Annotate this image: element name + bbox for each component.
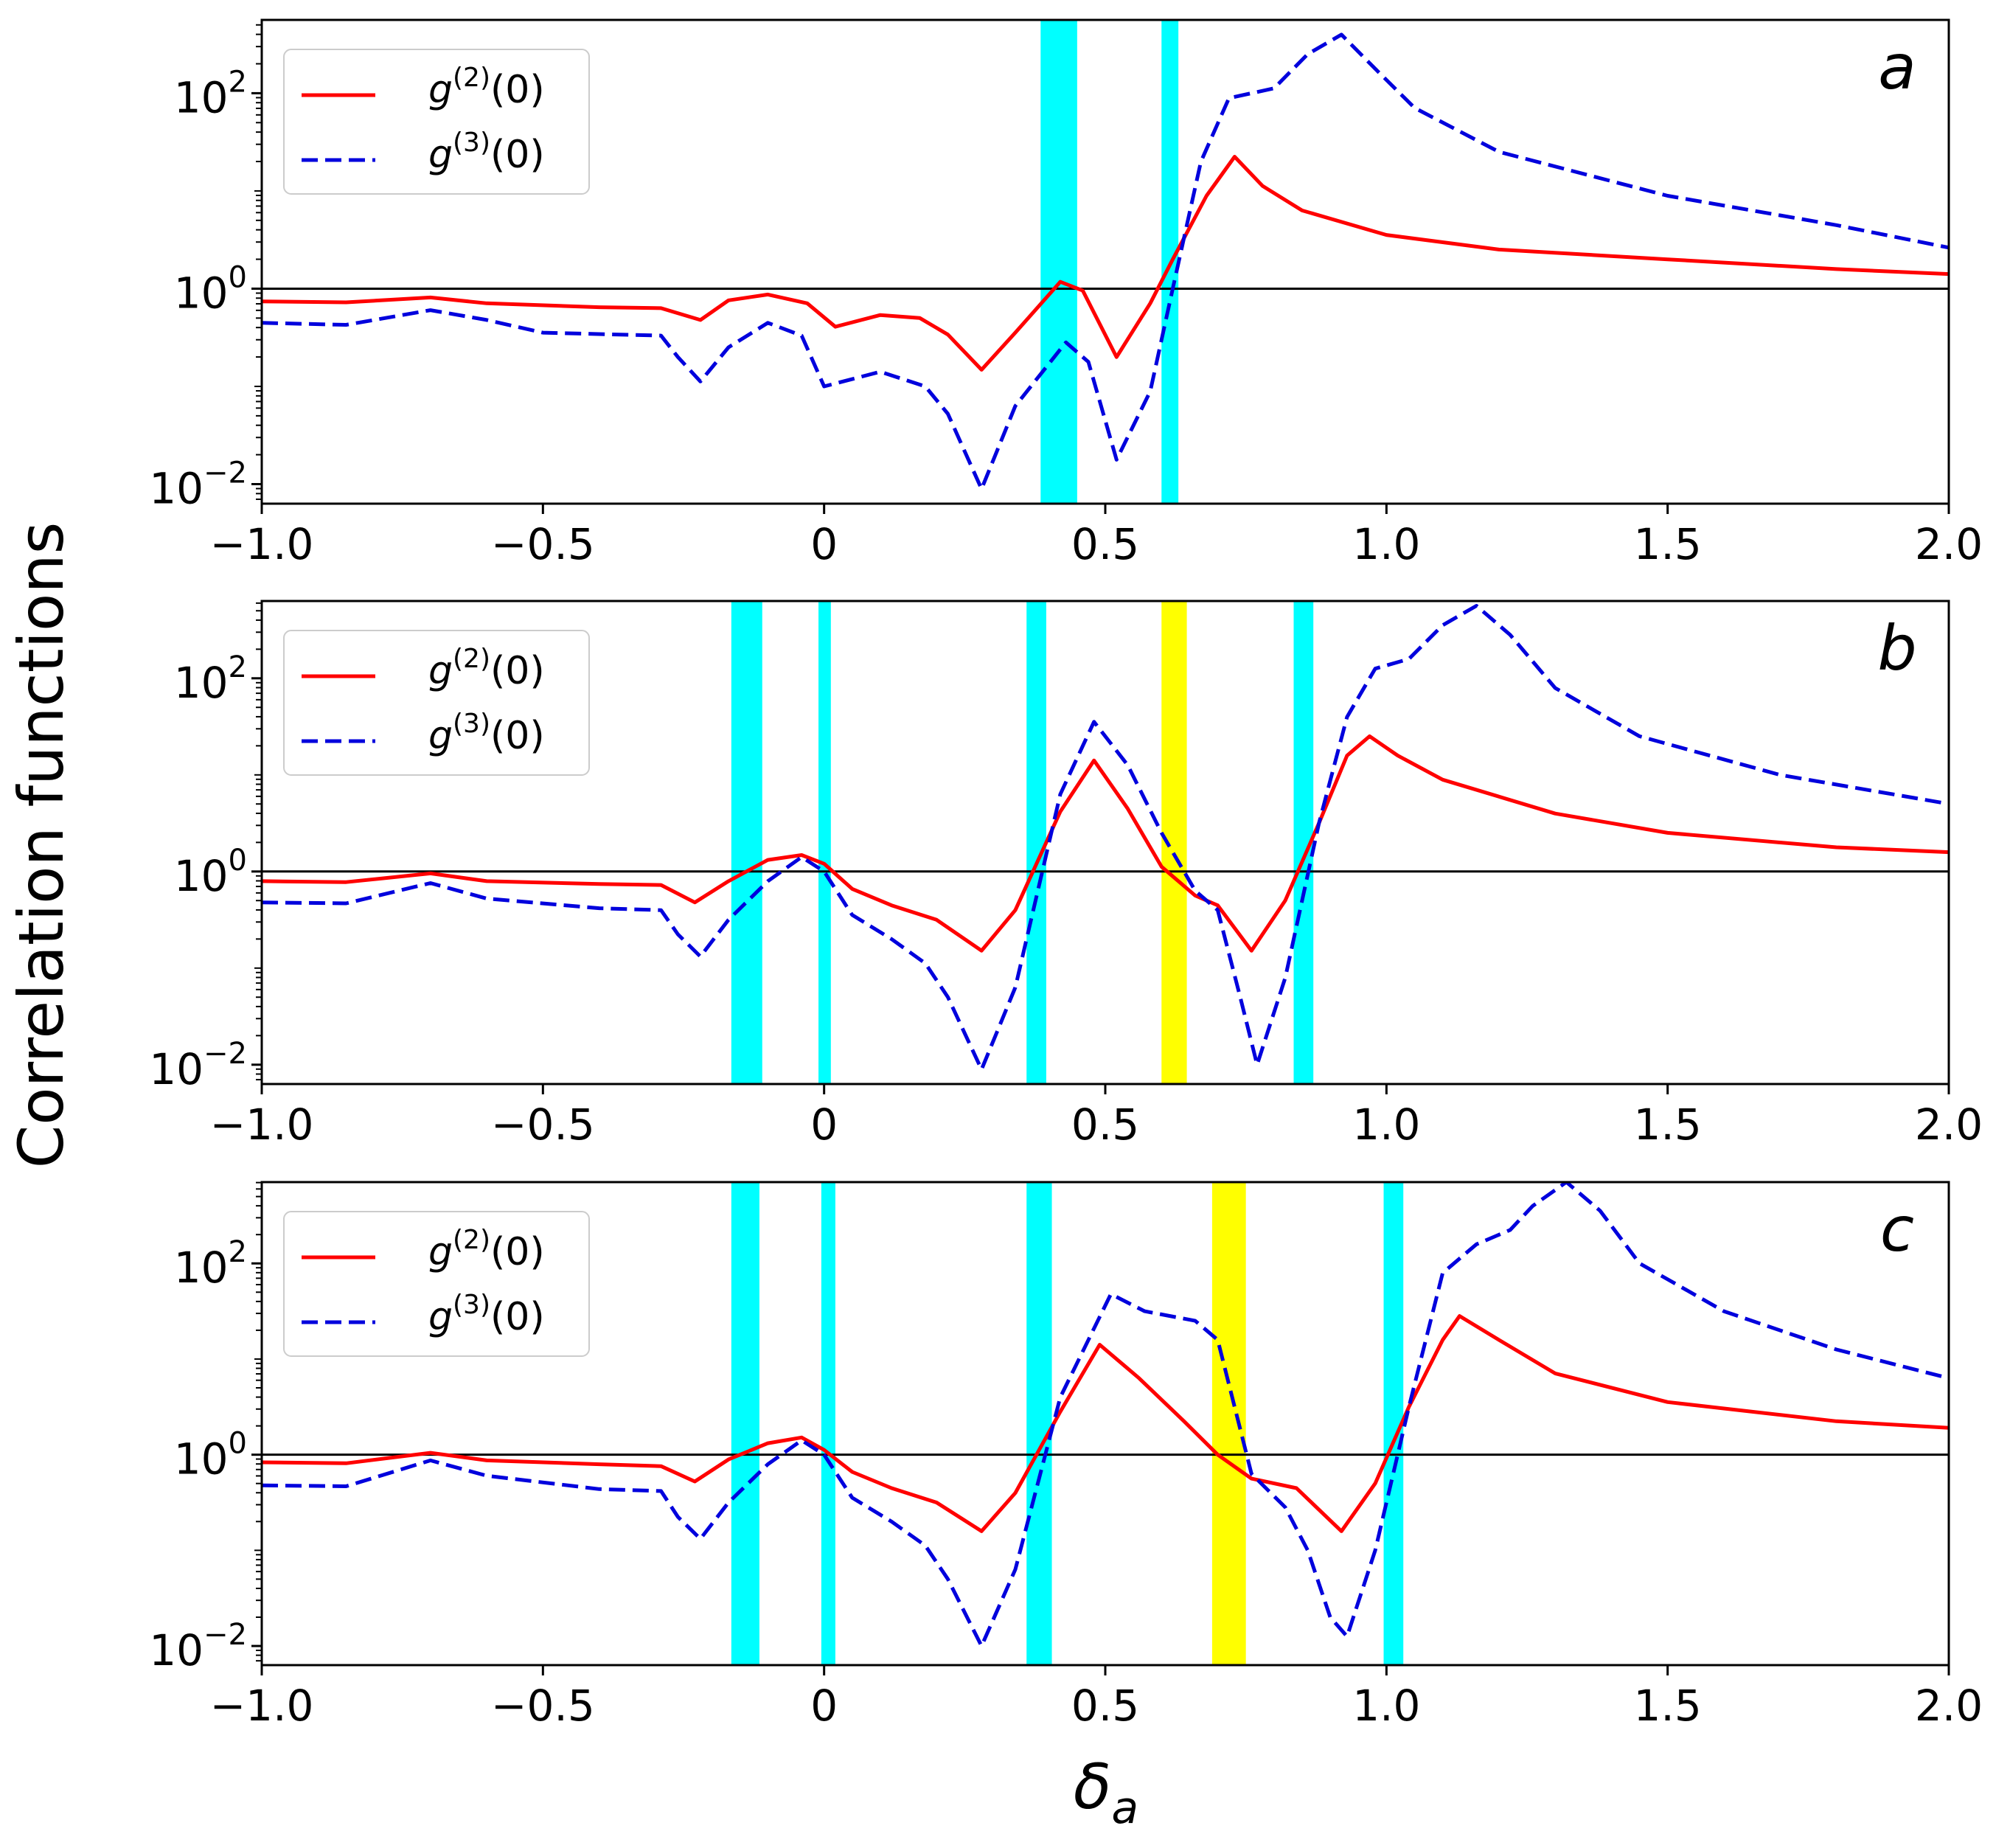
series-g2-line — [262, 1314, 1949, 1533]
highlight-band-cyan — [821, 1182, 835, 1665]
x-tick-label: 0 — [810, 1100, 838, 1150]
x-tick-label: 0.5 — [1071, 1681, 1139, 1731]
series-g2-line — [262, 155, 1949, 372]
legend-label-g3: g(3)(0) — [428, 1290, 545, 1339]
x-tick-label: −1.0 — [210, 1100, 314, 1150]
y-tick-label: 100 — [174, 844, 247, 901]
panel-letter: b — [1877, 612, 1916, 684]
x-tick-label: −0.5 — [491, 519, 595, 569]
x-tick-label: 0.5 — [1071, 519, 1139, 569]
highlight-band-cyan — [818, 601, 831, 1084]
highlight-band-cyan — [1026, 601, 1046, 1084]
legend-label-g2: g(2)(0) — [428, 63, 545, 112]
y-tick-label: 10−2 — [149, 456, 247, 513]
x-axis-label-sub: a — [1111, 1782, 1138, 1834]
x-tick-label: 0 — [810, 1681, 838, 1731]
x-tick-label: −0.5 — [491, 1681, 595, 1731]
x-tick-label: −1.0 — [210, 519, 314, 569]
x-tick-label: 0 — [810, 519, 838, 569]
x-tick-label: −0.5 — [491, 1100, 595, 1150]
highlight-band-cyan — [731, 1182, 759, 1665]
legend-box — [283, 1211, 590, 1357]
series-g2-line — [262, 734, 1949, 953]
x-tick-label: −1.0 — [210, 1681, 314, 1731]
x-tick-label: 1.0 — [1352, 519, 1420, 569]
x-axis-label: δa — [1074, 1751, 1138, 1834]
y-tick-label: 102 — [174, 65, 247, 122]
legend-box — [283, 49, 590, 195]
series-g3-line — [262, 604, 1949, 1071]
y-tick-label: 102 — [174, 1235, 247, 1293]
series-group — [262, 604, 1949, 1071]
series-group — [262, 32, 1949, 491]
y-tick-label: 100 — [174, 1427, 247, 1484]
y-tick-label: 100 — [174, 260, 247, 318]
x-tick-label: 1.5 — [1634, 519, 1702, 569]
highlight-band-cyan — [1040, 20, 1077, 504]
legend-box — [283, 630, 590, 776]
panel-letter: c — [1880, 1193, 1914, 1265]
y-tick-label: 102 — [174, 650, 247, 708]
legend-label-g3: g(3)(0) — [428, 709, 545, 758]
x-tick-label: 1.0 — [1352, 1100, 1420, 1150]
y-tick-label: 10−2 — [149, 1618, 247, 1675]
x-tick-label: 1.0 — [1352, 1681, 1420, 1731]
highlight-band-cyan — [1026, 1182, 1052, 1665]
y-axis-label: Correlation functions — [5, 522, 77, 1169]
legend-label-g2: g(2)(0) — [428, 1225, 545, 1274]
x-tick-label: 1.5 — [1634, 1100, 1702, 1150]
legend-label-g2: g(2)(0) — [428, 644, 545, 693]
x-axis-label-main: δ — [1074, 1751, 1111, 1823]
panel-b: −1.0 −0.5 0 0.5 1.0 1.5 2.0 102 100 10−2 g(2)(0) g(… — [149, 600, 1983, 1150]
x-tick-label: 2.0 — [1915, 1681, 1983, 1731]
legend-label-g3: g(3)(0) — [428, 128, 545, 177]
x-tick-label: 0.5 — [1071, 1100, 1139, 1150]
panel-letter: a — [1878, 31, 1916, 103]
series-g3-line — [262, 32, 1949, 491]
x-tick-label: 2.0 — [1915, 1100, 1983, 1150]
highlight-band-cyan — [731, 601, 762, 1084]
highlight-band-yellow — [1211, 1182, 1246, 1665]
series-g3-line — [262, 1182, 1949, 1648]
panel-a: −1.0 −0.5 0 0.5 1.0 1.5 2.0 102 100 10−2 g(2)(0) g(… — [149, 18, 1983, 569]
y-tick-label: 10−2 — [149, 1037, 247, 1094]
series-group — [262, 1182, 1949, 1648]
panel-c: −1.0 −0.5 0 0.5 1.0 1.5 2.0 102 100 10−2 g(2)(0) g(… — [149, 1181, 1983, 1731]
x-tick-label: 1.5 — [1634, 1681, 1702, 1731]
x-tick-label: 2.0 — [1915, 519, 1983, 569]
